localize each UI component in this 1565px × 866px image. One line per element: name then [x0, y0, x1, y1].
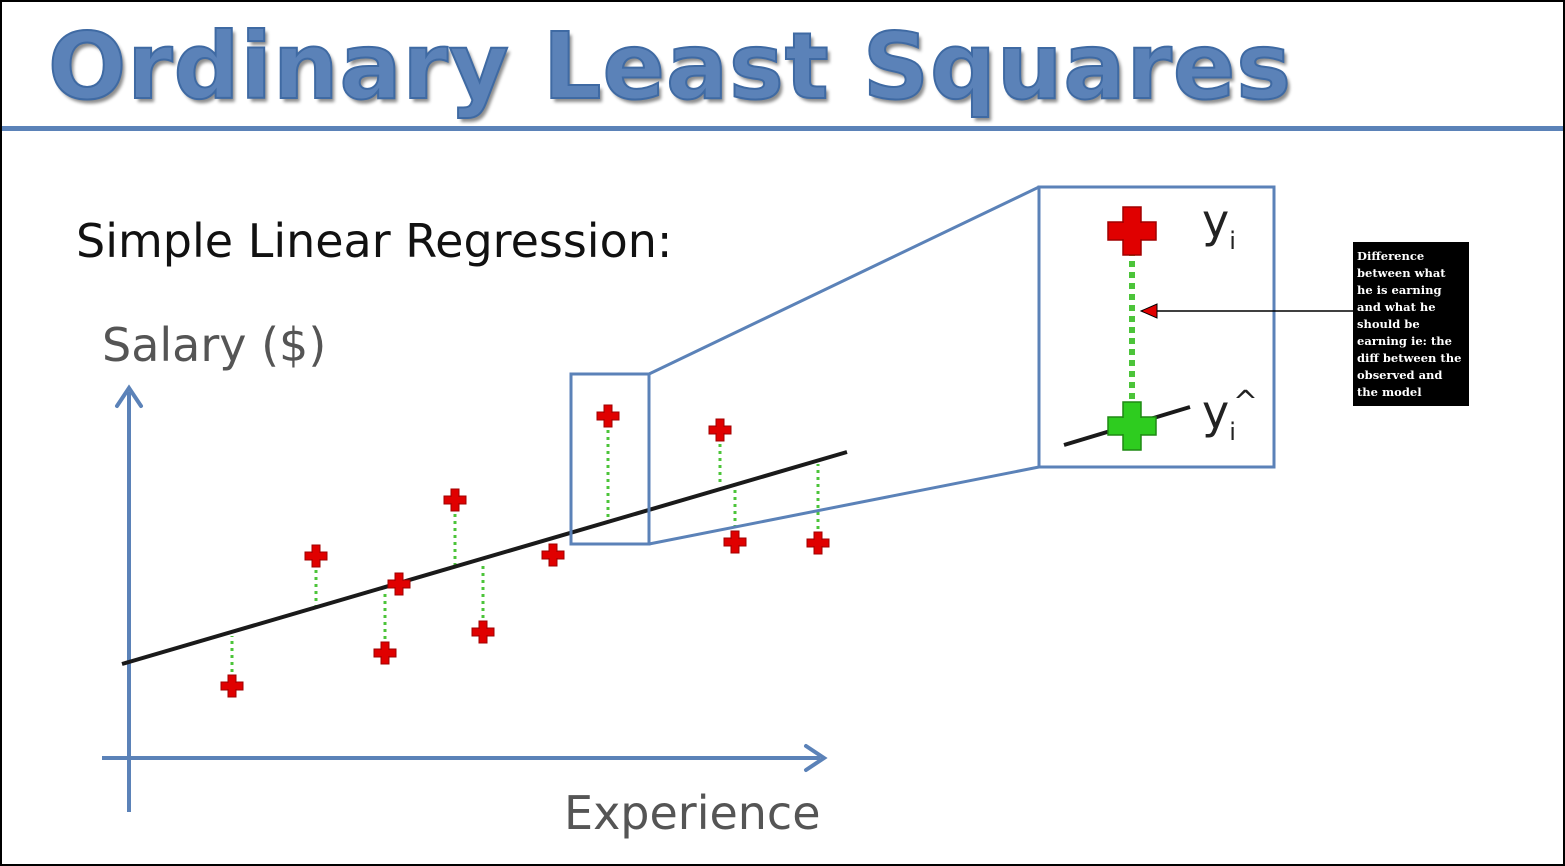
- observed-point: [443, 488, 467, 512]
- observed-point: [723, 530, 747, 554]
- zoom-connector-top: [648, 185, 1040, 376]
- regression-line: [121, 450, 848, 666]
- observed-point: [708, 418, 732, 442]
- observed-point: [373, 641, 397, 665]
- zoom-connector-bottom: [648, 465, 1040, 546]
- observed-point: [304, 544, 328, 568]
- y-axis-label: Salary ($): [102, 318, 327, 372]
- model-value-label: yi^: [1202, 385, 1259, 446]
- axes: [102, 384, 828, 812]
- observed-point: [220, 674, 244, 698]
- observed-point: [806, 531, 830, 555]
- observed-points: [220, 404, 830, 698]
- annotation-note: Difference between what he is earning an…: [1353, 242, 1469, 406]
- observed-point: [541, 543, 565, 567]
- zoom-model-point: [1107, 401, 1157, 451]
- y-axis-arrowhead: [115, 384, 143, 408]
- x-axis-label: Experience: [564, 786, 821, 840]
- observed-point: [471, 620, 495, 644]
- observed-point: [596, 404, 620, 428]
- slide-title: Ordinary Least Squares: [47, 13, 1293, 121]
- observed-point: [387, 572, 411, 596]
- zoom-observed-point: [1107, 206, 1157, 256]
- highlight-box: [569, 372, 651, 546]
- observed-value-label: yi: [1202, 194, 1236, 255]
- subtitle: Simple Linear Regression:: [76, 214, 673, 268]
- note-arrowhead: [1139, 303, 1158, 319]
- x-axis-arrowhead: [804, 744, 828, 772]
- title-divider: [2, 126, 1563, 131]
